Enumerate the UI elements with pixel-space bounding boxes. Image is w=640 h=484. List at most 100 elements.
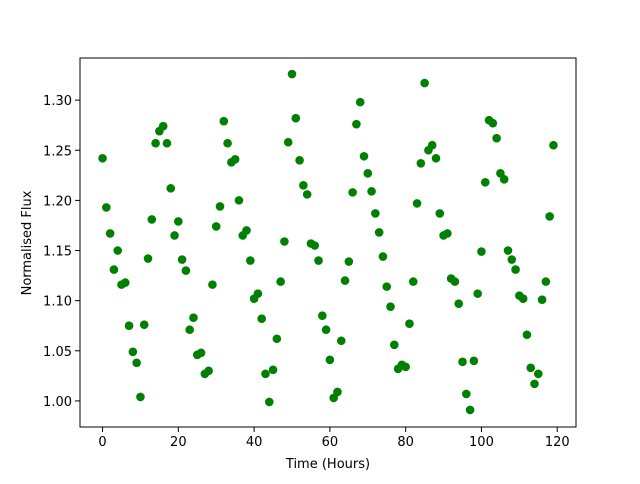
data-point bbox=[261, 369, 270, 379]
y-tick-label: 1.25 bbox=[43, 144, 72, 159]
data-point bbox=[246, 256, 255, 265]
data-point bbox=[499, 175, 509, 184]
data-point bbox=[299, 181, 308, 190]
data-point bbox=[295, 155, 304, 165]
data-point bbox=[333, 387, 342, 397]
data-point bbox=[264, 397, 274, 407]
data-point bbox=[287, 69, 297, 79]
data-point bbox=[526, 363, 536, 373]
data-point bbox=[352, 119, 361, 129]
data-point bbox=[492, 133, 501, 143]
data-point bbox=[420, 78, 429, 88]
data-point bbox=[132, 358, 141, 368]
data-point bbox=[378, 252, 388, 261]
data-point bbox=[416, 158, 426, 168]
data-point bbox=[215, 202, 225, 211]
x-tick-label: 20 bbox=[170, 435, 187, 450]
data-point bbox=[340, 276, 350, 285]
data-point bbox=[280, 237, 289, 246]
x-tick-label: 100 bbox=[469, 435, 494, 450]
data-point bbox=[390, 340, 399, 350]
data-point bbox=[518, 294, 528, 303]
data-point bbox=[462, 389, 471, 399]
y-tick-label: 1.00 bbox=[43, 395, 72, 410]
x-tick-label: 60 bbox=[322, 435, 339, 450]
data-point bbox=[128, 347, 138, 357]
data-point bbox=[477, 247, 486, 256]
x-tick-label: 40 bbox=[246, 435, 263, 450]
data-point bbox=[98, 153, 107, 163]
data-point bbox=[302, 190, 312, 199]
data-point bbox=[276, 277, 285, 286]
data-point bbox=[174, 217, 183, 226]
data-point bbox=[272, 334, 282, 344]
data-point bbox=[204, 366, 213, 376]
data-point bbox=[177, 255, 187, 264]
data-point bbox=[401, 362, 410, 372]
data-point bbox=[158, 121, 168, 131]
data-point bbox=[443, 229, 452, 238]
x-tick-label: 0 bbox=[98, 435, 106, 450]
data-point bbox=[545, 212, 554, 221]
data-point bbox=[549, 140, 558, 150]
data-point bbox=[124, 321, 134, 331]
data-point bbox=[386, 302, 395, 311]
data-point bbox=[359, 151, 369, 161]
data-point bbox=[242, 226, 251, 235]
data-point bbox=[435, 209, 445, 218]
data-point bbox=[105, 229, 115, 238]
data-point bbox=[166, 184, 176, 193]
data-point bbox=[109, 265, 119, 274]
data-point bbox=[530, 379, 539, 389]
data-point bbox=[382, 282, 392, 291]
data-point bbox=[170, 231, 179, 240]
data-point bbox=[318, 311, 327, 320]
data-point bbox=[458, 357, 467, 367]
data-point bbox=[143, 254, 153, 263]
data-point bbox=[208, 280, 217, 289]
data-point bbox=[450, 277, 460, 286]
data-point bbox=[408, 277, 418, 286]
data-point bbox=[151, 138, 160, 148]
data-point bbox=[541, 277, 551, 286]
x-axis-label: Time (Hours) bbox=[285, 457, 370, 472]
data-point bbox=[427, 140, 437, 150]
data-point bbox=[181, 266, 191, 275]
data-point bbox=[211, 222, 221, 231]
data-point bbox=[465, 405, 475, 415]
data-point bbox=[355, 97, 365, 107]
x-tick-label: 120 bbox=[545, 435, 570, 450]
data-point bbox=[113, 246, 123, 255]
data-point bbox=[120, 278, 130, 287]
data-point bbox=[162, 138, 172, 148]
data-point bbox=[503, 246, 513, 255]
data-point bbox=[139, 320, 149, 330]
x-tick-label: 80 bbox=[397, 435, 414, 450]
data-point bbox=[533, 369, 543, 379]
data-point bbox=[371, 209, 380, 218]
data-point bbox=[102, 203, 111, 212]
data-point bbox=[310, 241, 320, 250]
data-point bbox=[257, 314, 266, 324]
data-point bbox=[189, 313, 198, 323]
data-point bbox=[219, 116, 229, 126]
data-point bbox=[253, 289, 263, 298]
data-point bbox=[185, 325, 194, 335]
data-point bbox=[480, 178, 490, 187]
data-point bbox=[363, 169, 373, 178]
data-point bbox=[325, 355, 335, 365]
data-point bbox=[367, 187, 376, 196]
data-point bbox=[268, 365, 278, 375]
y-tick-label: 1.05 bbox=[43, 345, 72, 360]
data-point bbox=[374, 228, 384, 237]
data-point bbox=[321, 325, 331, 335]
y-axis-label: Normalised Flux bbox=[20, 190, 35, 295]
data-point bbox=[537, 295, 547, 304]
data-point bbox=[488, 118, 498, 128]
data-point bbox=[147, 215, 157, 224]
data-point bbox=[314, 256, 323, 265]
data-point bbox=[230, 154, 240, 164]
data-point bbox=[336, 336, 346, 346]
data-point bbox=[348, 188, 357, 197]
